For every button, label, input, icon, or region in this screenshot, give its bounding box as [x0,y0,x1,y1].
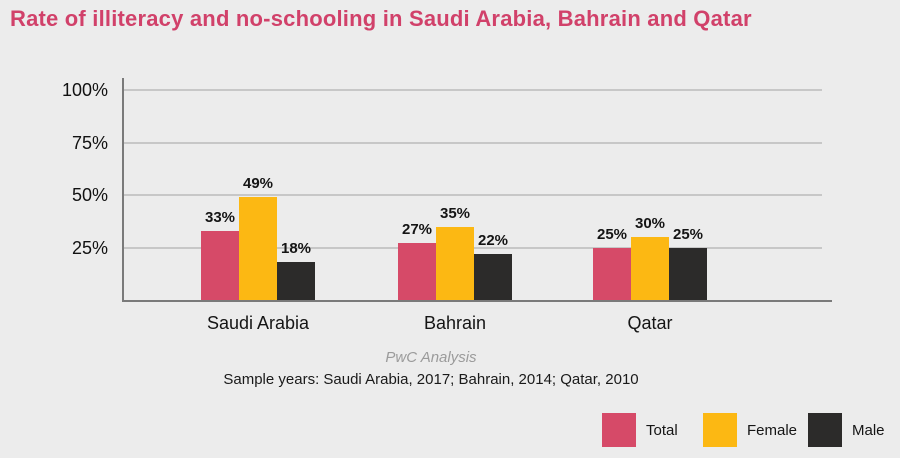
y-axis-tick-50%: 50% [71,185,108,205]
bar-total-saudi-arabia [201,230,239,300]
gridline-50% [122,194,822,196]
bar-male-qatar [669,247,707,300]
bar-female-bahrain [436,226,474,300]
y-axis-tick-100%: 100% [61,80,108,100]
x-axis-label-qatar: Qatar [627,313,673,333]
bar-value-total-saudi-arabia: 33% [204,208,236,226]
bar-total-qatar [593,247,631,300]
gridline-75% [122,141,822,144]
page-title: Rate of illiteracy and no-schooling in S… [10,6,752,31]
y-axis-tick-25%: 25% [71,237,108,258]
sample-years-note: Sample years: Saudi Arabia, 2017; Bahrai… [223,371,639,388]
x-axis-label-bahrain: Bahrain [423,313,487,333]
chart-footer: PwC Analysis Sample years: Saudi Arabia,… [0,349,862,388]
bar-value-male-saudi-arabia: 18% [280,240,312,258]
bar-male-saudi-arabia [277,262,315,300]
bar-total-bahrain [398,243,436,300]
gridline-100% [122,89,822,91]
y-axis-tick-75%: 75% [71,132,108,153]
source-note: PwC Analysis [385,349,477,366]
y-axis-line [122,78,124,302]
x-axis-line [122,300,832,302]
bar-value-female-bahrain: 35% [439,204,471,222]
bar-value-female-saudi-arabia: 49% [242,175,274,193]
bar-value-male-bahrain: 22% [477,231,509,249]
bar-male-bahrain [474,253,512,300]
bar-value-female-qatar: 30% [634,215,666,232]
bar-female-saudi-arabia [239,197,277,300]
bar-value-total-qatar: 25% [596,225,628,243]
x-axis-label-saudi-arabia: Saudi Arabia [206,313,310,333]
bar-value-male-qatar: 25% [672,225,704,243]
bar-value-total-bahrain: 27% [401,221,433,239]
bar-female-qatar [631,237,669,300]
